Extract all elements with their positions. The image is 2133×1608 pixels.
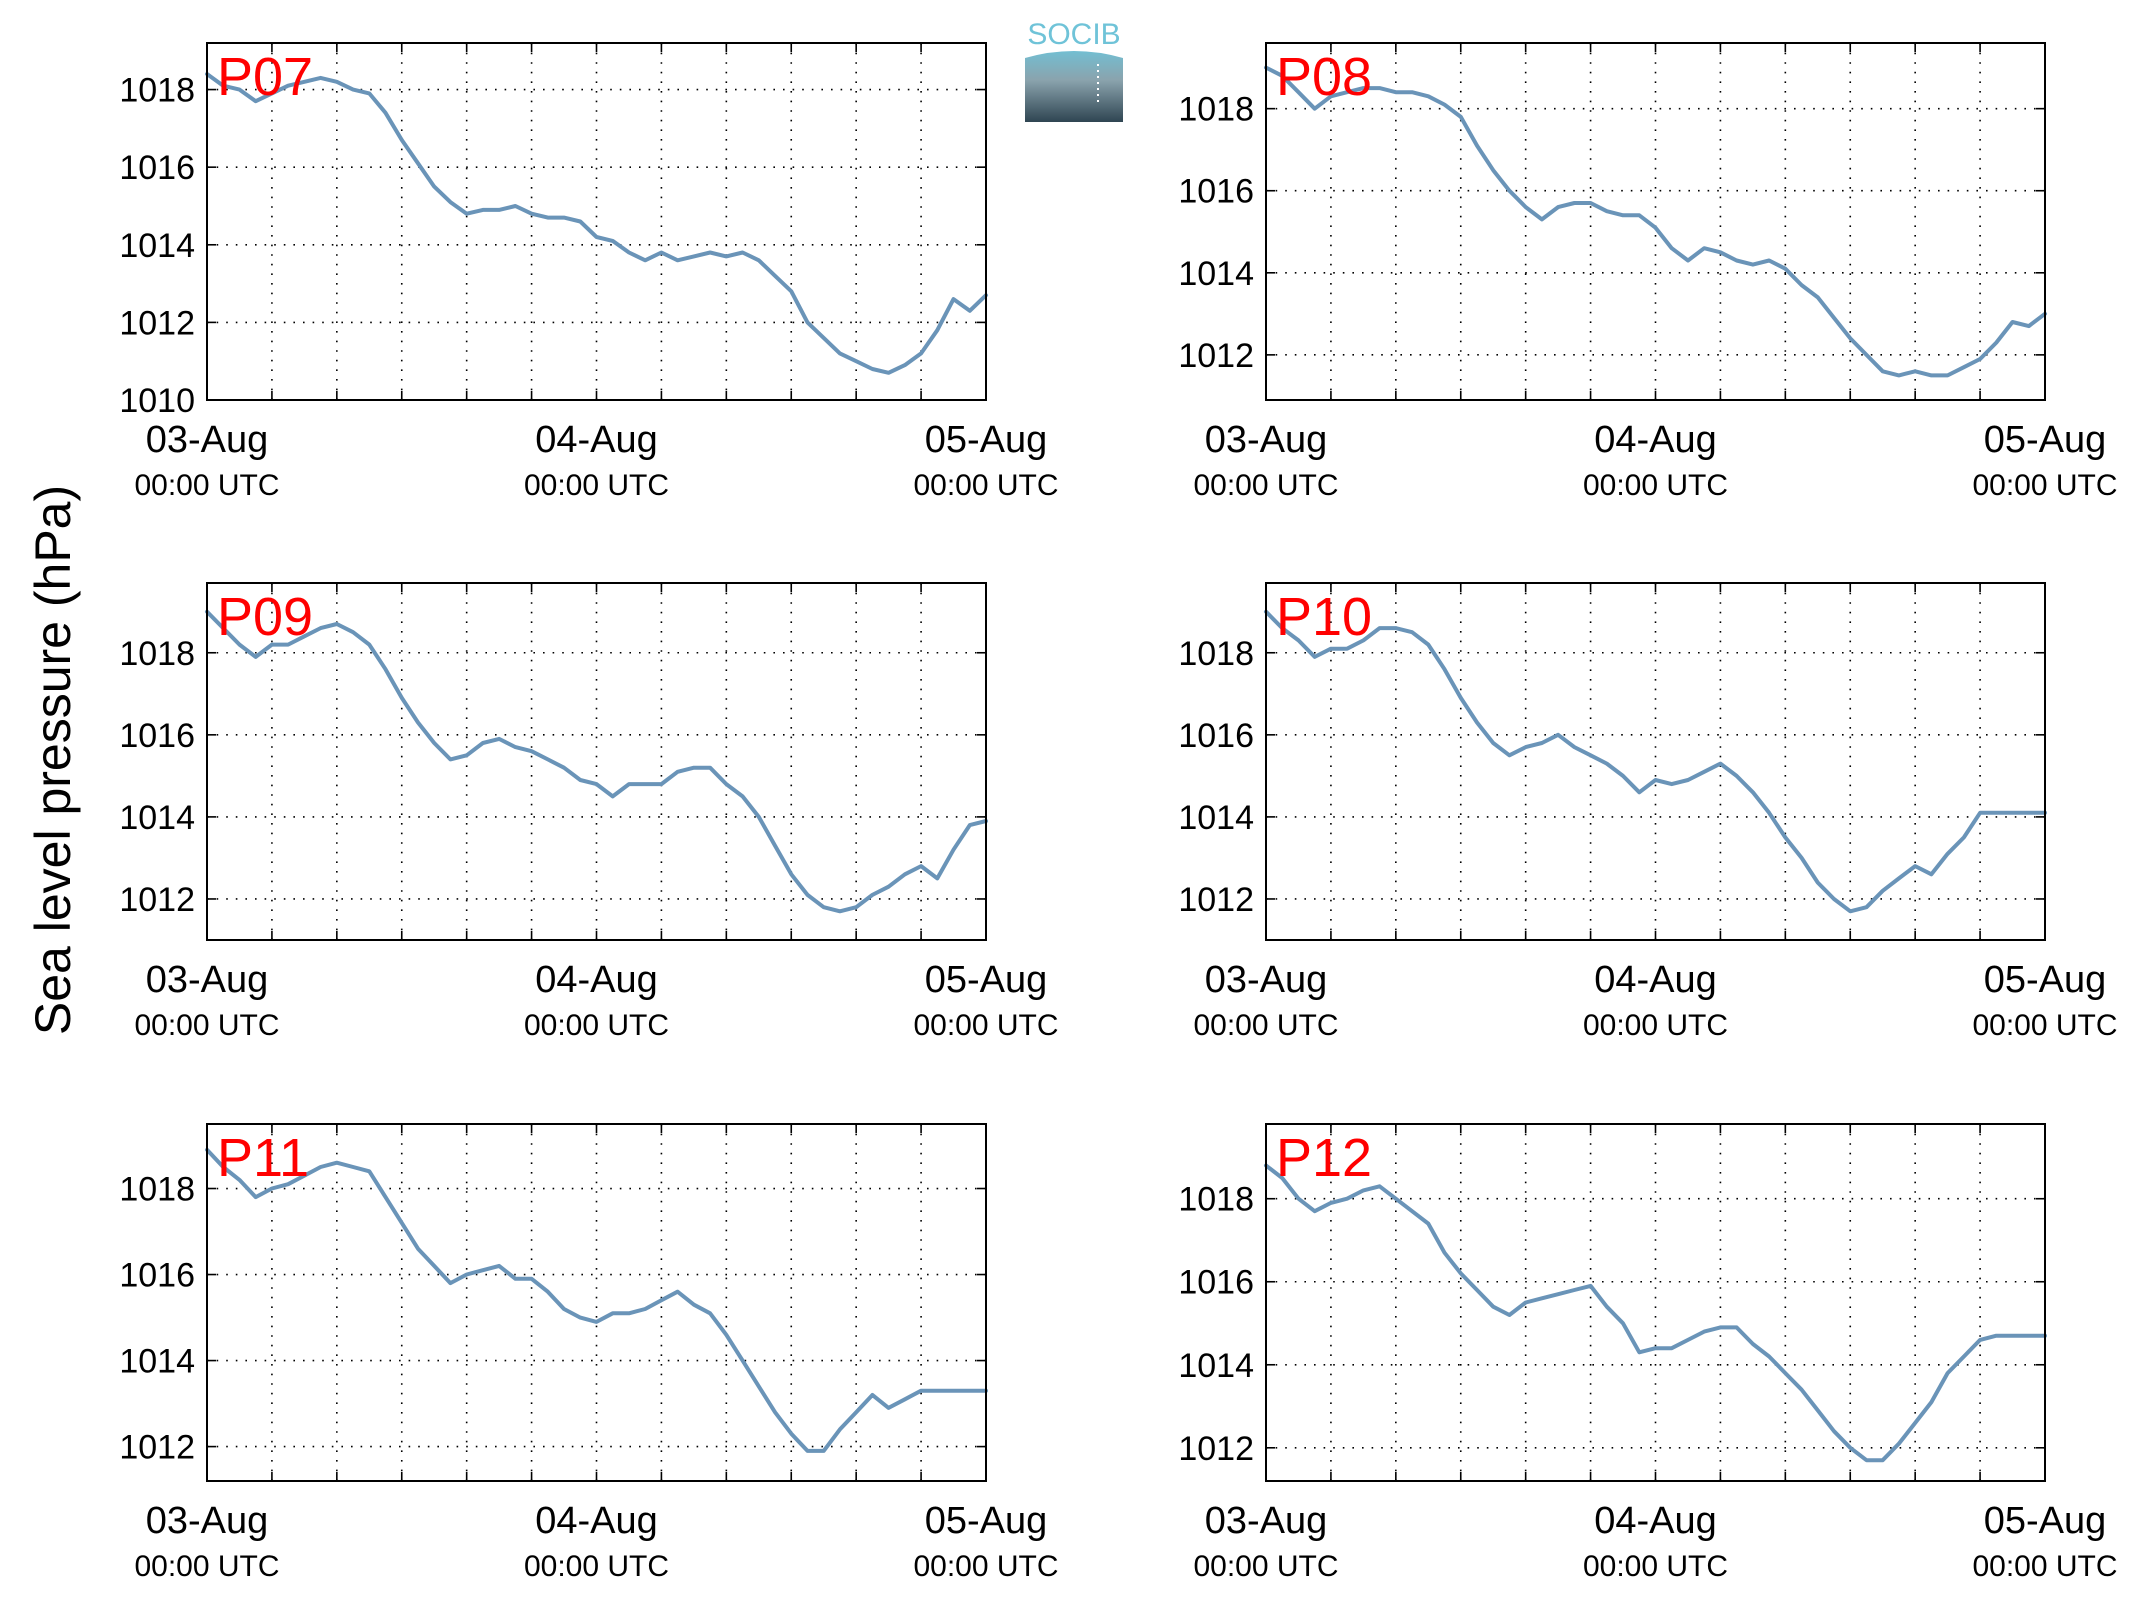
station-label: P11 bbox=[217, 1128, 309, 1188]
x-tick-label-time: 00:00 UTC bbox=[1193, 1009, 1338, 1042]
y-tick-label: 1018 bbox=[1178, 91, 1254, 129]
socib-logo-text: SOCIB bbox=[1027, 18, 1120, 51]
x-tick-label-time: 00:00 UTC bbox=[913, 1009, 1058, 1042]
axes-frame bbox=[1265, 1123, 2046, 1482]
y-tick-label: 1010 bbox=[119, 382, 195, 420]
x-tick-label-date: 04-Aug bbox=[535, 419, 658, 461]
station-label: P09 bbox=[217, 587, 313, 647]
y-tick-label: 1018 bbox=[119, 1171, 195, 1209]
y-tick-label: 1016 bbox=[1178, 1264, 1254, 1302]
y-tick-label: 1016 bbox=[1178, 173, 1254, 211]
series-line bbox=[205, 609, 988, 914]
x-tick-label-time: 00:00 UTC bbox=[1583, 1009, 1728, 1042]
axes-frame bbox=[1265, 582, 2046, 941]
y-tick-label: 1018 bbox=[1178, 635, 1254, 673]
x-tick-label-time: 00:00 UTC bbox=[524, 469, 669, 502]
y-axis-label: Sea level pressure (hPa) bbox=[25, 485, 81, 1035]
y-tick-label: 1018 bbox=[119, 72, 195, 110]
chart-panel: 1012 1014 1016 1018 03-Aug 00:00 UTC 04-Aug 00:… bbox=[119, 1123, 1059, 1583]
y-tick-label: 1016 bbox=[119, 717, 195, 755]
series-line bbox=[1264, 1163, 2047, 1463]
station-label: P07 bbox=[217, 47, 313, 107]
series-line bbox=[205, 1147, 988, 1453]
y-tick-label: 1012 bbox=[1178, 1430, 1254, 1468]
x-tick-label-time: 00:00 UTC bbox=[913, 1550, 1058, 1583]
y-tick-label: 1014 bbox=[1178, 1347, 1254, 1385]
y-tick-label: 1014 bbox=[119, 227, 195, 265]
x-tick-label-time: 00:00 UTC bbox=[524, 1550, 669, 1583]
x-tick-label-date: 05-Aug bbox=[1984, 419, 2107, 461]
x-tick-label-date: 04-Aug bbox=[1594, 419, 1717, 461]
x-tick-label-time: 00:00 UTC bbox=[1193, 1550, 1338, 1583]
y-tick-label: 1014 bbox=[119, 799, 195, 837]
station-label: P10 bbox=[1276, 587, 1372, 647]
y-tick-label: 1012 bbox=[119, 1429, 195, 1467]
y-tick-label: 1018 bbox=[119, 635, 195, 673]
x-tick-label-date: 04-Aug bbox=[535, 959, 658, 1001]
x-tick-label-time: 00:00 UTC bbox=[1193, 469, 1338, 502]
axes-frame bbox=[206, 1123, 987, 1482]
x-tick-label-time: 00:00 UTC bbox=[524, 1009, 669, 1042]
chart-panel: 1012 1014 1016 1018 03-Aug 00:00 UTC 04-Aug 00:… bbox=[1178, 1123, 2118, 1583]
x-tick-label-date: 05-Aug bbox=[1984, 1500, 2107, 1542]
y-tick-label: 1012 bbox=[1178, 337, 1254, 375]
y-tick-label: 1018 bbox=[1178, 1181, 1254, 1219]
y-tick-label: 1014 bbox=[119, 1343, 195, 1381]
x-tick-label-date: 04-Aug bbox=[1594, 959, 1717, 1001]
y-tick-label: 1016 bbox=[119, 149, 195, 187]
x-tick-label-date: 04-Aug bbox=[535, 1500, 658, 1542]
x-tick-label-date: 03-Aug bbox=[1205, 419, 1328, 461]
chart-panel: 1012 1014 1016 1018 03-Aug 00:00 UTC 04-Aug 00:… bbox=[1178, 42, 2118, 502]
series-line bbox=[1264, 65, 2047, 378]
x-tick-label-date: 05-Aug bbox=[925, 419, 1048, 461]
series-line bbox=[1264, 609, 2047, 914]
x-tick-label-date: 05-Aug bbox=[1984, 959, 2107, 1001]
x-tick-label-time: 00:00 UTC bbox=[134, 1009, 279, 1042]
y-tick-label: 1012 bbox=[119, 881, 195, 919]
chart-panel: 1010 1012 1014 1016 1018 03-Aug 00:00 UTC 04-Au… bbox=[119, 42, 1059, 502]
y-tick-label: 1016 bbox=[1178, 717, 1254, 755]
chart-panel: 1012 1014 1016 1018 03-Aug 00:00 UTC 04-Aug 00:… bbox=[1178, 582, 2118, 1042]
y-tick-label: 1012 bbox=[1178, 881, 1254, 919]
x-tick-label-time: 00:00 UTC bbox=[913, 469, 1058, 502]
x-tick-label-date: 05-Aug bbox=[925, 1500, 1048, 1542]
x-tick-label-date: 03-Aug bbox=[1205, 959, 1328, 1001]
x-tick-label-date: 04-Aug bbox=[1594, 1500, 1717, 1542]
socib-logo-block bbox=[1025, 46, 1123, 122]
x-tick-label-time: 00:00 UTC bbox=[1972, 469, 2117, 502]
series-line bbox=[205, 72, 988, 375]
axes-frame bbox=[206, 582, 987, 941]
x-tick-label-time: 00:00 UTC bbox=[1583, 1550, 1728, 1583]
x-tick-label-time: 00:00 UTC bbox=[1972, 1009, 2117, 1042]
axes-frame bbox=[1265, 42, 2046, 401]
x-tick-label-date: 03-Aug bbox=[1205, 1500, 1328, 1542]
x-tick-label-time: 00:00 UTC bbox=[134, 469, 279, 502]
y-tick-label: 1012 bbox=[119, 304, 195, 342]
chart-panel: 1012 1014 1016 1018 03-Aug 00:00 UTC 04-Aug 00:… bbox=[119, 582, 1059, 1042]
y-tick-label: 1014 bbox=[1178, 799, 1254, 837]
x-tick-label-date: 03-Aug bbox=[146, 1500, 269, 1542]
x-tick-label-time: 00:00 UTC bbox=[134, 1550, 279, 1583]
station-label: P12 bbox=[1276, 1128, 1372, 1188]
socib-logo: SOCIB bbox=[1025, 18, 1123, 122]
socib-logo-wave bbox=[1025, 46, 1123, 58]
y-tick-label: 1014 bbox=[1178, 255, 1254, 293]
x-tick-label-date: 03-Aug bbox=[146, 959, 269, 1001]
station-label: P08 bbox=[1276, 47, 1372, 107]
x-tick-label-time: 00:00 UTC bbox=[1583, 469, 1728, 502]
x-tick-label-date: 03-Aug bbox=[146, 419, 269, 461]
axes-frame bbox=[206, 42, 987, 401]
x-tick-label-date: 05-Aug bbox=[925, 959, 1048, 1001]
y-tick-label: 1016 bbox=[119, 1257, 195, 1295]
x-tick-label-time: 00:00 UTC bbox=[1972, 1550, 2117, 1583]
